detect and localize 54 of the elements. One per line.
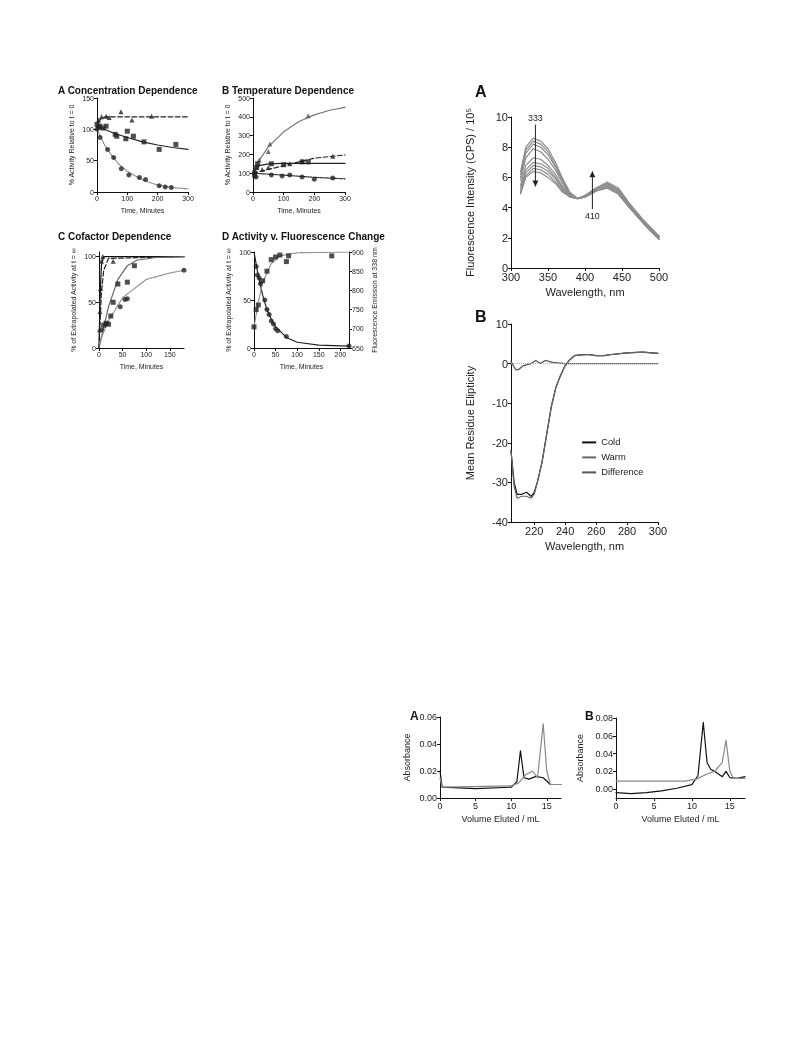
- y-tick-label: -20: [492, 436, 508, 449]
- annotation: 410: [585, 210, 600, 221]
- x-tick-label: 5: [473, 800, 479, 811]
- x-tick-label: 450: [612, 270, 632, 283]
- chart-title: D Activity v. Fluorescence Change: [222, 230, 386, 242]
- y-tick-label: 0.04: [419, 739, 437, 749]
- x-tick-label: 400: [575, 270, 595, 283]
- x-tick-label: 260: [586, 524, 606, 537]
- chart-title: A: [475, 82, 487, 100]
- chart-title: A Concentration Dependence: [58, 84, 199, 96]
- y-axis-title: Absorbance: [401, 733, 412, 782]
- chart-title: B Temperature Dependence: [222, 84, 355, 96]
- y-tick-label: -40: [492, 516, 508, 528]
- y-tick-label: -10: [492, 397, 508, 410]
- annotation: 333: [528, 113, 543, 124]
- legend-label: Cold: [601, 437, 621, 448]
- y-tick-label: 0.02: [595, 766, 613, 777]
- y-tick-label: 10: [495, 318, 508, 330]
- x-axis-title: Volume Eluted / mL: [461, 814, 540, 825]
- y-tick-label: 0.00: [419, 793, 437, 803]
- chart-title: A: [410, 709, 419, 723]
- y-tick-label: 0.06: [595, 730, 613, 741]
- x-tick-label: 10: [686, 800, 697, 811]
- y-tick-label: 0.06: [419, 712, 437, 722]
- x-tick-label: 5: [651, 800, 657, 811]
- x-tick-label: 220: [525, 524, 544, 537]
- x-tick-label: 15: [541, 800, 552, 811]
- x-axis-title: Volume Eluted / mL: [641, 814, 720, 825]
- y-axis-title: Mean Residue Elipticity: [464, 365, 477, 481]
- y-tick-label: 8: [501, 141, 508, 154]
- y-tick-label: 0.08: [595, 713, 613, 723]
- x-tick-label: 15: [724, 800, 735, 811]
- y-axis-title: Fluorescence Intensity (CPS) / 10⁵: [464, 107, 477, 278]
- x-tick-label: 280: [617, 524, 637, 537]
- y-tick-label: 0.04: [595, 748, 613, 759]
- y-tick-label: 6: [501, 171, 508, 184]
- x-axis-title: Wavelength, nm: [544, 540, 625, 553]
- y-axis-title: Absorbance: [575, 733, 586, 783]
- y-tick-label: -30: [492, 476, 508, 489]
- x-tick-label: 500: [649, 270, 669, 283]
- x-tick-label: 350: [538, 270, 558, 283]
- y-tick-label: 0.02: [419, 766, 437, 776]
- legend-label: Warm: [601, 452, 626, 463]
- y-tick-label: 4: [501, 201, 508, 214]
- chart-title: C Cofactor Dependence: [58, 230, 172, 242]
- y-tick-label: 10: [495, 111, 508, 123]
- x-tick-label: 240: [555, 524, 575, 537]
- chart-title: B: [585, 709, 594, 723]
- x-axis-title: Wavelength, nm: [545, 286, 625, 299]
- y-tick-label: 2: [501, 231, 508, 244]
- x-tick-label: 300: [648, 524, 668, 537]
- y-tick-label: 0.00: [595, 784, 613, 795]
- chart-title: B: [475, 307, 487, 325]
- legend-label: Difference: [601, 467, 644, 478]
